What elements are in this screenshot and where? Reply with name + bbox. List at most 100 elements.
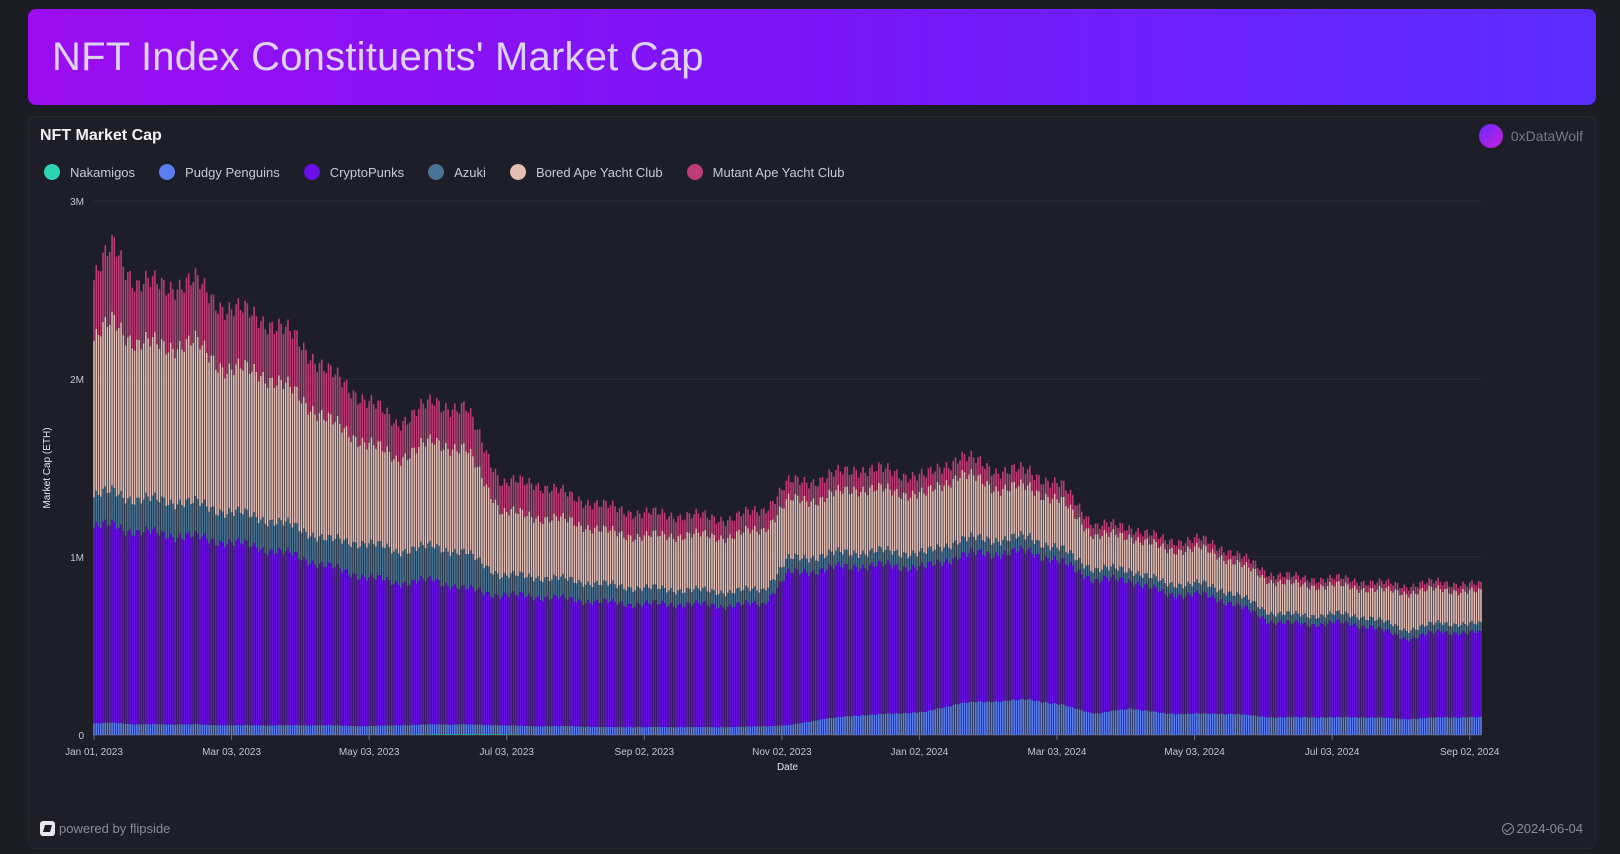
bar-segment: [837, 485, 840, 548]
bar-segment: [1083, 519, 1085, 532]
bar-segment: [587, 500, 589, 526]
legend-item[interactable]: Azuki: [428, 164, 486, 180]
bar-segment: [307, 725, 310, 735]
bar-segment: [927, 547, 930, 563]
bar-segment: [959, 460, 961, 478]
bar-segment: [273, 387, 276, 526]
bar-segment: [1477, 630, 1480, 717]
bar-segment: [93, 723, 95, 735]
bar-segment: [801, 722, 803, 735]
bar-segment: [1178, 583, 1180, 595]
bar-segment: [634, 590, 637, 607]
bar-segment: [566, 600, 569, 727]
bar-segment: [1139, 586, 1142, 711]
bar-segment: [1087, 528, 1090, 566]
bar-segment: [887, 713, 889, 735]
bar-segment: [397, 585, 400, 726]
bar-segment: [1229, 591, 1232, 603]
bar-segment: [846, 564, 849, 717]
bar-segment: [163, 531, 165, 725]
bar-segment: [309, 563, 312, 726]
bar-segment: [562, 512, 564, 574]
bar-segment: [212, 294, 215, 356]
bar-segment: [1241, 558, 1243, 568]
bar-segment: [688, 726, 691, 735]
bar-segment: [720, 590, 722, 605]
bar-segment: [169, 724, 172, 735]
bar-segment: [539, 726, 542, 735]
bar-segment: [1103, 529, 1106, 565]
bar-segment: [1401, 594, 1403, 631]
bar-segment: [1444, 717, 1446, 735]
bar-segment: [1076, 518, 1079, 560]
bar-segment: [1430, 717, 1433, 735]
bar-segment: [1182, 554, 1185, 589]
bar-segment: [936, 463, 939, 482]
bar-segment: [1081, 524, 1083, 564]
bar-segment: [129, 529, 131, 724]
bar-segment: [848, 474, 851, 495]
bar-segment: [1117, 710, 1119, 735]
bar-segment: [1062, 496, 1065, 546]
bar-segment: [1081, 574, 1083, 711]
bar-segment: [1126, 539, 1128, 573]
bar-segment: [1414, 593, 1417, 630]
bar-segment: [1083, 568, 1085, 580]
bar-segment: [573, 525, 576, 583]
bar-segment: [950, 564, 952, 707]
bar-segment: [442, 552, 445, 586]
bar-segment: [1378, 626, 1381, 718]
bar-segment: [433, 405, 436, 445]
bar-segment: [584, 603, 587, 727]
bar-segment: [129, 335, 131, 497]
bar-segment: [819, 497, 821, 555]
author-badge[interactable]: 0xDataWolf: [1478, 124, 1583, 148]
bar-segment: [487, 734, 490, 735]
legend-item[interactable]: Nakamigos: [44, 164, 135, 180]
bar-segment: [945, 706, 948, 735]
bar-segment: [614, 506, 616, 531]
bar-segment: [345, 426, 348, 539]
bar-segment: [1189, 713, 1191, 735]
bar-segment: [997, 473, 1000, 492]
bar-segment: [1137, 528, 1139, 538]
bar-segment: [979, 474, 982, 534]
bar-segment: [1184, 543, 1187, 552]
bar-segment: [384, 414, 386, 453]
bar-segment: [354, 392, 357, 437]
bar-segment: [731, 727, 734, 735]
bar-segment: [165, 354, 167, 506]
bar-segment: [1342, 586, 1345, 615]
bar-segment: [1135, 584, 1137, 710]
bar-segment: [607, 727, 609, 735]
bar-segment: [620, 584, 623, 602]
bar-segment: [438, 440, 440, 546]
legend-label: Pudgy Penguins: [185, 164, 280, 180]
legend-item[interactable]: Pudgy Penguins: [159, 164, 280, 180]
bar-segment: [636, 586, 639, 603]
legend-item[interactable]: Bored Ape Yacht Club: [509, 164, 663, 180]
author-name[interactable]: 0xDataWolf: [1510, 128, 1583, 144]
bar-segment: [778, 725, 781, 735]
bar-segment: [668, 605, 670, 728]
bar-segment: [266, 334, 269, 388]
bar-segment: [323, 539, 325, 567]
bar-segment: [1168, 593, 1171, 714]
legend-item[interactable]: Mutant Ape Yacht Club: [686, 164, 844, 180]
bar-segment: [1448, 634, 1451, 718]
bar-segment: [578, 521, 580, 580]
bar-segment: [1218, 557, 1221, 591]
bar-segment: [115, 722, 118, 735]
powered-by-text[interactable]: powered by flipside: [59, 821, 171, 836]
legend-item[interactable]: CryptoPunks: [303, 164, 404, 180]
bar-segment: [1272, 623, 1275, 718]
bar-segment: [966, 478, 968, 542]
bar-segment: [566, 496, 569, 523]
powered-by[interactable]: powered by flipside: [40, 821, 170, 836]
bar-segment: [902, 566, 905, 713]
bar-segment: [309, 360, 312, 412]
bar-segment: [127, 723, 129, 735]
bar-segment: [853, 486, 855, 551]
bar-segment: [402, 421, 404, 458]
bar-segment: [1148, 578, 1151, 589]
